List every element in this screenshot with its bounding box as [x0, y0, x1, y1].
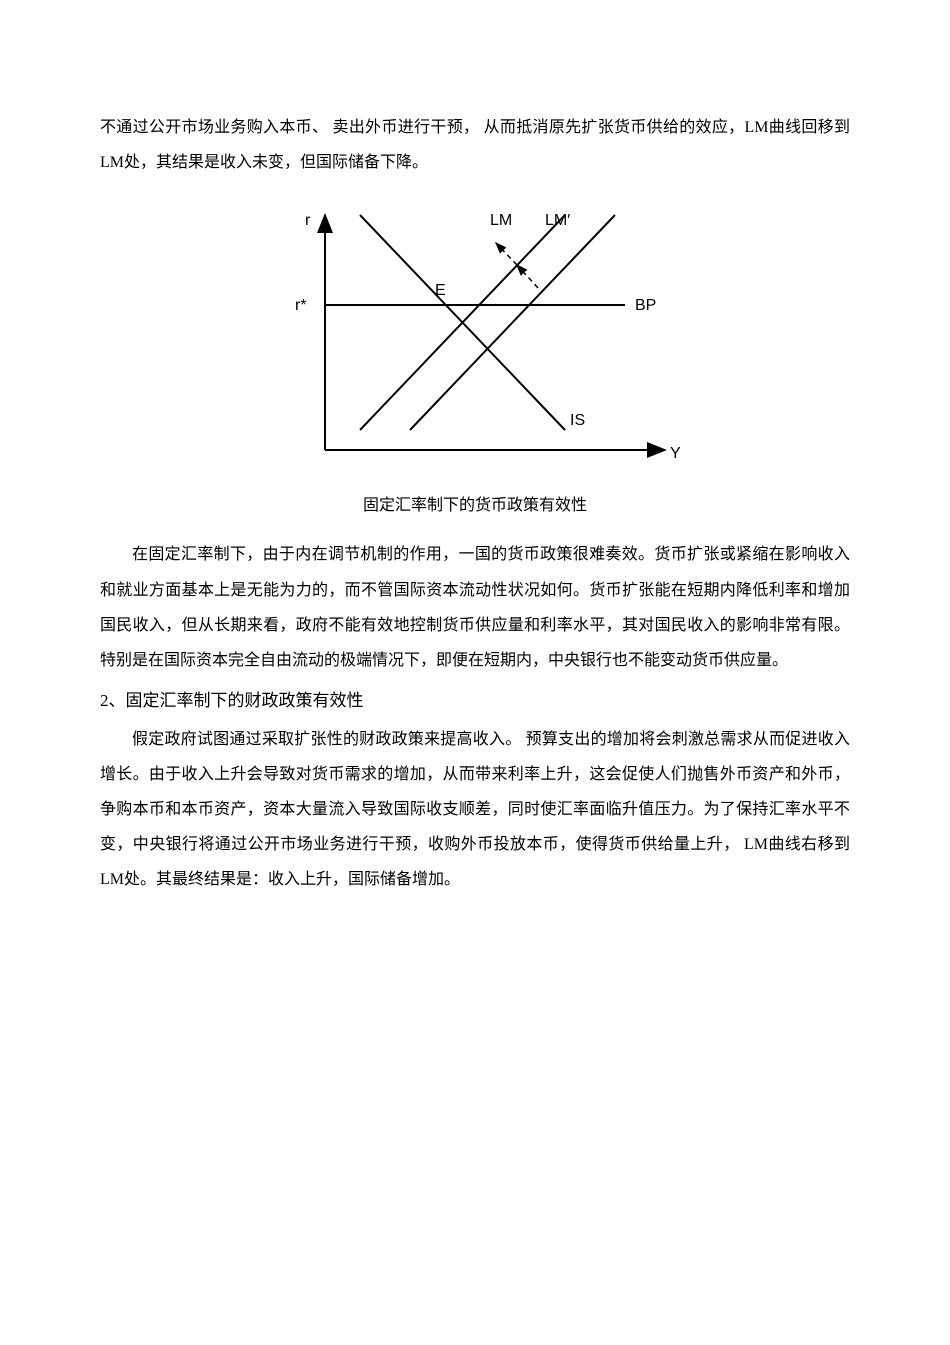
- label-r-star: r*: [295, 297, 307, 314]
- label-bp: BP: [635, 297, 656, 314]
- label-is: IS: [570, 412, 585, 429]
- dash-arrow-2: [496, 243, 517, 265]
- label-y: Y: [670, 445, 681, 462]
- intro-paragraph: 不通过公开市场业务购入本币、 卖出外币进行干预， 从而抵消原先扩张货币供给的效应…: [100, 110, 850, 180]
- fiscal-policy-paragraph: 假定政府试图通过采取扩张性的财政政策来提高收入。 预算支出的增加将会刺激总需求从…: [100, 722, 850, 898]
- is-lm-bp-diagram: r r* LM LM′ BP IS Y E: [265, 200, 685, 480]
- chart-caption: 固定汇率制下的货币政策有效性: [100, 490, 850, 522]
- label-e: E: [435, 282, 446, 299]
- label-r: r: [305, 212, 311, 229]
- label-lm: LM: [490, 212, 512, 229]
- monetary-policy-paragraph: 在固定汇率制下，由于内在调节机制的作用，一国的货币政策很难奏效。货币扩张或紧缩在…: [100, 537, 850, 678]
- chart-container: r r* LM LM′ BP IS Y E: [100, 200, 850, 480]
- section-2-header: 2、固定汇率制下的财政政策有效性: [100, 682, 850, 719]
- label-lm-prime: LM′: [545, 212, 570, 229]
- lm-prime-line: [410, 215, 615, 430]
- dash-arrow-1: [517, 265, 538, 288]
